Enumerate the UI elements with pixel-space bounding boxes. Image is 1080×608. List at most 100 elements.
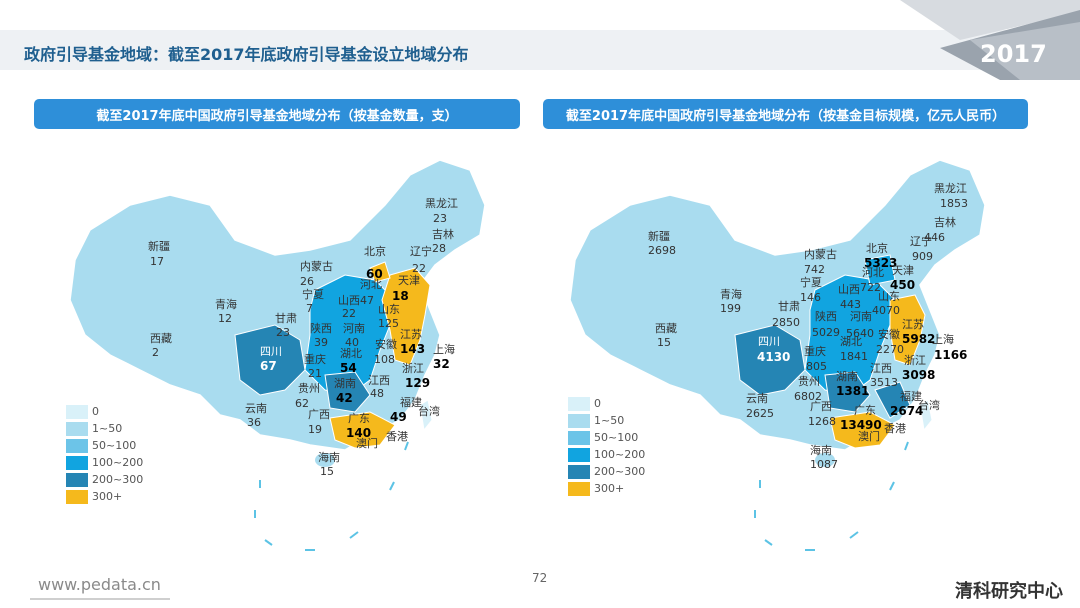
region-hunan <box>324 371 371 413</box>
legend-swatch <box>568 396 590 411</box>
value-neimenggu: 742 <box>804 263 825 276</box>
legend-item: 50~100 <box>568 429 645 446</box>
label-yunnan: 云南 <box>245 402 267 415</box>
value-hebei: 722 <box>860 281 881 294</box>
site-url-link[interactable]: www.pedata.cn <box>38 575 161 594</box>
label-ningxia: 宁夏 <box>800 275 822 289</box>
value-fujian: 49 <box>390 410 407 424</box>
legend-swatch <box>66 438 88 453</box>
label-anhui: 安徽 <box>375 337 397 351</box>
label-zhejiang: 浙江 <box>402 362 424 375</box>
label-shanxi: 山西 <box>338 294 360 307</box>
region-east-yellow <box>381 267 431 366</box>
legend-swatch <box>66 472 88 487</box>
legend-label: 300+ <box>594 482 625 495</box>
legend-label: 100~200 <box>594 448 646 461</box>
value-qinghai: 199 <box>720 302 741 315</box>
label-neimenggu: 内蒙古 <box>804 247 837 261</box>
label-fujian: 福建 <box>400 395 422 409</box>
label-hubei: 湖北 <box>840 335 862 348</box>
label-shanghai: 上海 <box>932 332 954 346</box>
value-beijing: 5323 <box>864 256 897 270</box>
page-title: 政府引导基金地域：截至2017年底政府引导基金设立地域分布 <box>24 45 469 64</box>
legend-item: 200~300 <box>568 463 645 480</box>
legend-label: 0 <box>92 405 99 418</box>
label-hubei: 湖北 <box>340 347 362 360</box>
legend-label: 1~50 <box>594 414 625 427</box>
label-liaoning: 辽宁 <box>910 234 932 248</box>
label-chongqing: 重庆 <box>304 352 326 366</box>
value-heilongjiang: 23 <box>433 212 447 225</box>
legend-label: 50~100 <box>594 431 639 444</box>
label-guangxi: 广西 <box>810 400 832 413</box>
value-qinghai: 12 <box>218 312 232 325</box>
value-fujian: 2674 <box>890 404 923 418</box>
region-beijing <box>369 261 391 283</box>
value-zhejiang: 129 <box>405 376 430 390</box>
region-sichuan <box>734 324 806 396</box>
label-xinjiang: 新疆 <box>648 229 670 243</box>
label-anhui: 安徽 <box>878 327 900 341</box>
label-beijing: 北京 <box>364 244 386 258</box>
value-zhejiang: 3098 <box>902 368 935 382</box>
label-zhejiang: 浙江 <box>904 354 926 367</box>
label-yunnan: 云南 <box>746 392 768 405</box>
legend-label: 100~200 <box>92 456 144 469</box>
region-hainan <box>815 453 835 467</box>
value-henan: 5640 <box>846 327 874 340</box>
label-gansu: 甘肃 <box>778 300 800 313</box>
label-aomen: 澳门 <box>858 429 880 443</box>
value-shandong: 4070 <box>872 304 900 317</box>
value-guangdong: 13490 <box>840 418 882 432</box>
value-hunan: 1381 <box>836 384 869 398</box>
label-xianggang: 香港 <box>884 422 906 435</box>
south-sea-dashes <box>254 441 409 551</box>
title-bar <box>0 30 1080 70</box>
label-jilin: 吉林 <box>432 227 454 241</box>
value-ningxia: 146 <box>800 291 821 304</box>
legend-swatch <box>568 430 590 445</box>
value-xinjiang: 17 <box>150 255 164 268</box>
value-hunan: 42 <box>336 391 353 405</box>
value-guangxi: 19 <box>308 423 322 436</box>
value-jilin: 28 <box>432 242 446 255</box>
label-guizhou: 贵州 <box>298 382 320 395</box>
region-hunan <box>824 371 871 413</box>
label-jiangsu: 江苏 <box>400 328 422 341</box>
right-china-map: 新疆 2698 西藏 15 青海 199 内蒙古 742 宁夏 146 甘肃 2… <box>569 159 986 551</box>
value-shaanxi: 5029 <box>812 326 840 339</box>
label-taiwan: 台湾 <box>918 398 940 412</box>
value-sichuan: 67 <box>260 359 277 373</box>
value-shanghai: 1166 <box>934 348 967 362</box>
label-xizang: 西藏 <box>150 332 172 345</box>
value-sichuan: 4130 <box>757 350 790 364</box>
legend-item: 0 <box>568 395 645 412</box>
value-xizang: 15 <box>657 336 671 349</box>
legend-label: 50~100 <box>92 439 137 452</box>
label-taiwan: 台湾 <box>418 404 440 418</box>
corner-decoration <box>900 0 1080 80</box>
legend-swatch <box>568 447 590 462</box>
url-underline <box>30 598 170 600</box>
right-panel-title: 截至2017年底中国政府引导基金地域分布（按基金目标规模，亿元人民币） <box>543 99 1028 129</box>
legend-item: 1~50 <box>568 412 645 429</box>
value-guizhou: 6802 <box>794 390 822 403</box>
label-hainan: 海南 <box>318 450 340 464</box>
region-beijing <box>864 254 896 286</box>
value-xizang: 2 <box>152 346 159 359</box>
map-base-shape <box>69 159 486 451</box>
legend-item: 1~50 <box>66 420 143 437</box>
label-chongqing: 重庆 <box>804 344 826 358</box>
value-shaanxi: 39 <box>314 336 328 349</box>
value-chongqing: 21 <box>308 367 322 380</box>
legend-label: 200~300 <box>92 473 144 486</box>
label-fujian: 福建 <box>900 389 922 403</box>
value-jiangxi: 48 <box>370 387 384 400</box>
label-hebei: 河北 <box>862 266 884 279</box>
value-yunnan: 36 <box>247 416 261 429</box>
value-jilin: 446 <box>924 231 945 244</box>
label-shaanxi: 陕西 <box>815 309 837 323</box>
legend-swatch <box>66 489 88 504</box>
left-legend: 0 1~50 50~100 100~200 200~300 300+ <box>66 403 143 505</box>
value-hubei: 54 <box>340 361 357 375</box>
